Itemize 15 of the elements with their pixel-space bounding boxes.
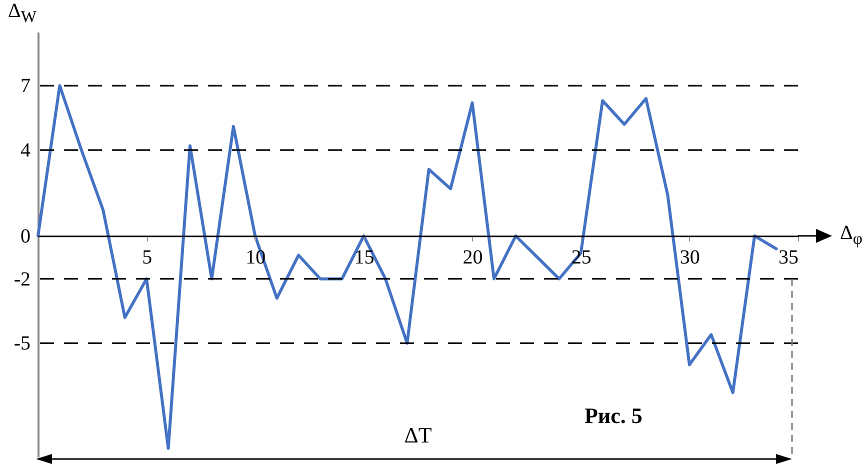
y-tick-label: -5 [14,332,30,355]
x-tick-label: 15 [354,246,374,268]
x-tick-label: 20 [462,246,483,268]
x-axis-title: Δ$_{φ}$ [840,222,862,249]
y-tick-label: 7 [20,75,30,98]
y-axis-title: Δ$_{W}$ [8,0,37,27]
line-series [36,84,778,450]
y-tick-label: -2 [14,268,30,290]
x-tick-label: 35 [778,246,798,268]
annotation: Рис. 5 [584,403,642,428]
y-tick-label: 4 [20,140,30,162]
x-tick-label: 5 [142,246,152,268]
y-tick-label: 0 [20,225,30,248]
x-tick-label: 30 [680,246,700,268]
annotation: ΔT [404,422,432,448]
